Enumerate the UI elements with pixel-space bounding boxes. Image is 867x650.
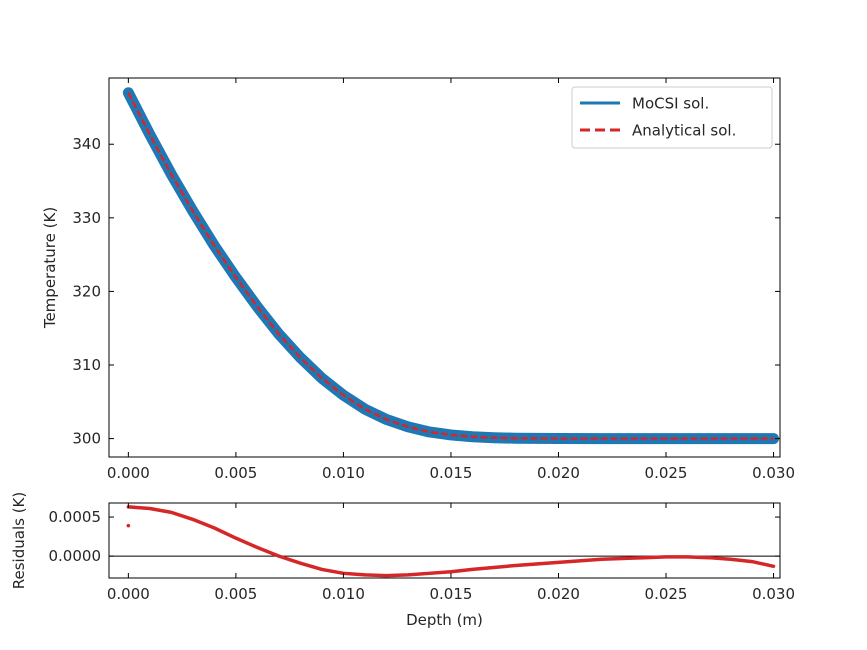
legend-label-mocsi: MoCSI sol. (632, 95, 709, 113)
y-axis-label: Temperature (K) (41, 207, 59, 329)
y-tick-label: 310 (72, 356, 101, 374)
x-tick-label: 0.020 (537, 585, 580, 603)
x-tick-label: 0.000 (107, 464, 150, 482)
y-tick-label: 0.0005 (49, 508, 102, 526)
legend-label-analytical: Analytical sol. (632, 122, 736, 140)
x-tick-label: 0.030 (752, 464, 795, 482)
x-tick-label: 0.015 (429, 585, 472, 603)
x-tick-label: 0.010 (322, 585, 365, 603)
legend-frame (571, 86, 773, 149)
y-tick-label: 300 (72, 430, 101, 448)
series-line-residuals (126, 505, 776, 578)
residuals-panel: 0.000 0.005 0.010 0.015 0.020 0.025 0.030 0.000… (10, 492, 795, 629)
y-tick-label: 340 (72, 135, 101, 153)
y-tick-label: 0.0000 (49, 547, 102, 565)
x-tick-label: 0.025 (645, 464, 688, 482)
x-tick-label: 0.015 (429, 464, 472, 482)
y-tick-label: 320 (72, 282, 101, 300)
outlier-point (126, 523, 131, 528)
temperature-panel: 0.000 0.005 0.010 0.015 0.020 0.025 0.030 300 31… (41, 77, 795, 482)
x-tick-label: 0.005 (214, 585, 257, 603)
y-axis-label: Residuals (K) (10, 492, 28, 589)
x-tick-label: 0.000 (107, 585, 150, 603)
legend: MoCSI sol. Analytical sol. (571, 86, 773, 149)
axes-frame (108, 502, 781, 579)
x-axis-label: Depth (m) (406, 611, 483, 629)
x-tick-label: 0.005 (214, 464, 257, 482)
x-tick-label: 0.025 (645, 585, 688, 603)
axes-frame (108, 77, 781, 458)
x-tick-label: 0.010 (322, 464, 365, 482)
series-line-analytical (127, 92, 774, 440)
y-tick-label: 330 (72, 209, 101, 227)
x-tick-label: 0.020 (537, 464, 580, 482)
x-tick-label: 0.030 (752, 585, 795, 603)
